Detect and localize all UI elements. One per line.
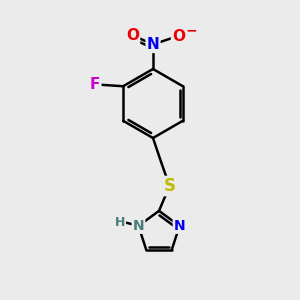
Text: F: F (90, 77, 101, 92)
Text: N: N (174, 219, 185, 233)
Text: O: O (172, 29, 185, 44)
Text: H: H (115, 216, 125, 229)
Text: N: N (133, 219, 144, 233)
Text: N: N (147, 37, 159, 52)
Text: O: O (126, 28, 139, 43)
Text: −: − (185, 23, 197, 37)
Text: S: S (164, 177, 175, 195)
